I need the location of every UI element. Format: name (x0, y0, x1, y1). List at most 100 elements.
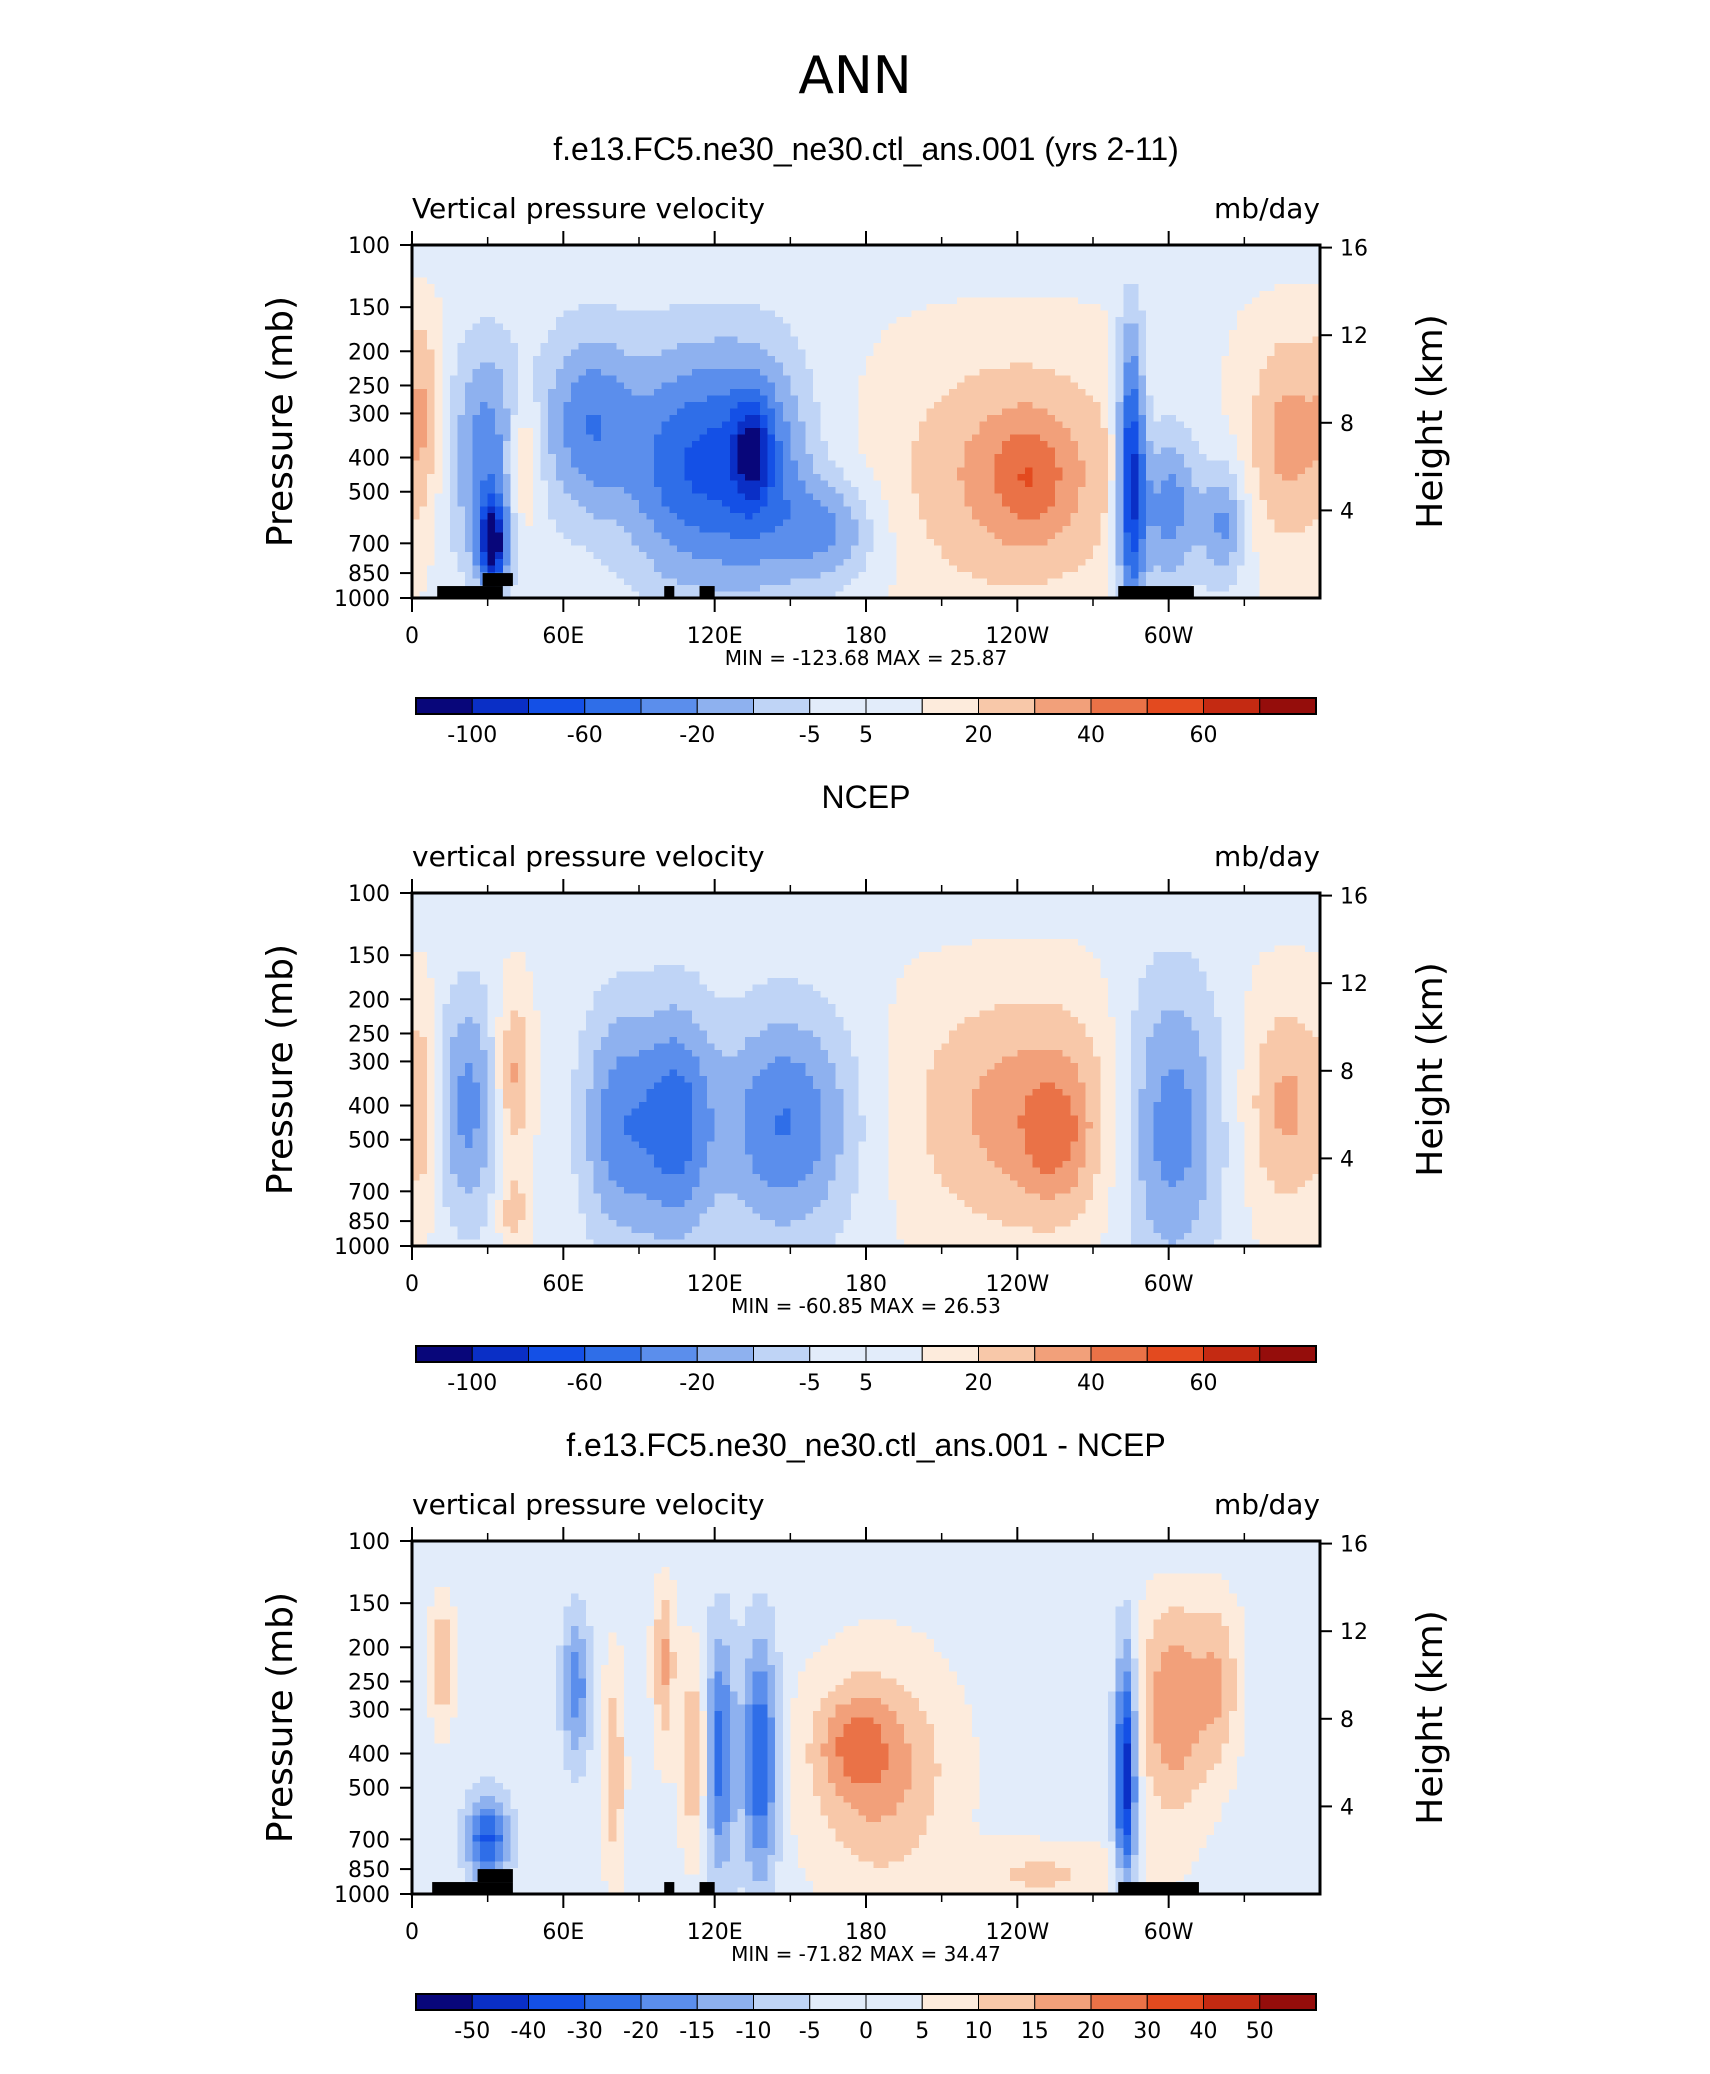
heatmap-cell (1062, 408, 1071, 416)
heatmap-cell (873, 480, 882, 488)
heatmap-cell (510, 414, 519, 423)
heatmap-cell (1206, 336, 1215, 344)
heatmap-cell (934, 493, 943, 501)
heatmap-cell (964, 414, 973, 423)
heatmap-cell (1267, 264, 1276, 272)
heatmap-cell (979, 441, 988, 449)
heatmap-cell (1312, 369, 1321, 377)
heatmap-cell (1206, 290, 1215, 298)
heatmap-cell (1221, 486, 1230, 495)
heatmap-cell (1198, 434, 1208, 442)
heatmap-cell (691, 375, 701, 383)
heatmap-cell (1040, 323, 1049, 331)
heatmap-cell (1077, 499, 1087, 508)
heatmap-cell (1183, 493, 1192, 501)
heatmap-cell (684, 258, 693, 266)
heatmap-cell (971, 316, 981, 325)
heatmap-cell (1055, 271, 1064, 279)
heatmap-cell (601, 473, 610, 481)
heatmap-cell (971, 245, 981, 253)
heatmap-cell (563, 343, 572, 351)
heatmap-cell (797, 499, 807, 508)
heatmap-cell (699, 303, 708, 311)
heatmap-cell (563, 434, 572, 442)
heatmap-cell (1274, 499, 1283, 508)
heatmap-cell (1145, 486, 1155, 495)
heatmap-cell (1055, 251, 1064, 259)
heatmap-cell (540, 480, 549, 488)
heatmap-cell (525, 277, 534, 285)
heatmap-cell (1100, 303, 1109, 311)
heatmap-cell (1047, 271, 1056, 279)
heatmap-cell (866, 486, 875, 495)
heatmap-cell (987, 362, 996, 370)
heatmap-cell (517, 310, 527, 318)
heatmap-cell (669, 264, 678, 272)
heatmap-cell (752, 356, 761, 364)
heatmap-cell (850, 441, 860, 449)
heatmap-cell (1176, 408, 1185, 416)
heatmap-cell (1115, 421, 1124, 429)
heatmap-cell (457, 434, 466, 442)
heatmap-cell (722, 499, 731, 508)
heatmap-cell (1274, 428, 1283, 436)
heatmap-cell (412, 467, 421, 475)
heatmap-cell (896, 375, 905, 383)
heatmap-cell (911, 303, 920, 311)
heatmap-cell (517, 441, 527, 449)
heatmap-cell (858, 480, 867, 488)
heatmap-cell (1062, 245, 1071, 253)
heatmap-cell (1304, 356, 1314, 364)
heatmap-cell (548, 303, 557, 311)
heatmap-cell (835, 428, 844, 436)
heatmap-cell (1055, 245, 1064, 253)
heatmap-cell (714, 310, 723, 318)
heatmap-cell (866, 401, 875, 410)
heatmap-cell (1259, 428, 1268, 436)
heatmap-cell (941, 290, 950, 298)
heatmap-cell (971, 323, 981, 331)
heatmap-cell (608, 454, 617, 462)
heatmap-cell (744, 493, 754, 501)
heatmap-cell (639, 356, 648, 364)
heatmap-cell (843, 316, 852, 325)
heatmap-cell (1183, 258, 1192, 266)
heatmap-cell (820, 460, 829, 468)
heatmap-cell (850, 290, 860, 298)
heatmap-cell (1115, 336, 1124, 344)
heatmap-cell (412, 277, 421, 285)
heatmap-cell (1085, 323, 1094, 331)
heatmap-cell (517, 473, 527, 481)
heatmap-cell (1047, 303, 1056, 311)
heatmap-cell (1282, 480, 1291, 488)
heatmap-cell (578, 375, 587, 383)
heatmap-cell (1312, 460, 1321, 468)
heatmap-cell (888, 336, 897, 344)
heatmap-cell (419, 245, 428, 253)
heatmap-cell (533, 336, 542, 344)
heatmap-cell (722, 460, 731, 468)
heatmap-cell (979, 506, 988, 514)
heatmap-cell (480, 271, 489, 279)
heatmap-cell (1085, 428, 1094, 436)
heatmap-cell (563, 467, 572, 475)
heatmap-cell (684, 467, 693, 475)
heatmap-cell (517, 467, 527, 475)
heatmap-cell (472, 349, 481, 357)
heatmap-cell (911, 480, 920, 488)
heatmap-cell (1009, 473, 1018, 481)
heatmap-cell (412, 329, 421, 338)
heatmap-cell (639, 382, 648, 390)
heatmap-cell (1236, 343, 1245, 351)
heatmap-cell (699, 297, 708, 305)
heatmap-cell (1024, 414, 1034, 423)
heatmap-cell (1297, 447, 1306, 455)
heatmap-cell (805, 258, 814, 266)
heatmap-cell (911, 356, 920, 364)
heatmap-cell (1229, 362, 1238, 370)
heatmap-cell (525, 395, 534, 403)
heatmap-cell (434, 329, 443, 338)
heatmap-cell (631, 362, 640, 370)
heatmap-cell (729, 329, 738, 338)
heatmap-cell (767, 251, 776, 259)
